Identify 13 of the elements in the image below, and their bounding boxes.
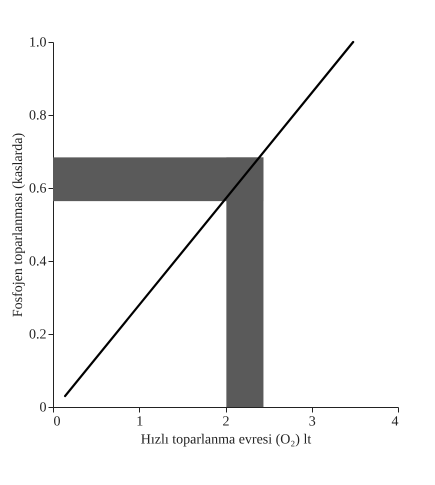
x-axis-title: Hızlı toparlanma evresi (O₂) lt: [140, 432, 312, 448]
x-tick-label: 4: [392, 414, 398, 430]
y-tick-label: 1.0: [29, 36, 46, 50]
y-tick-label: 0: [40, 400, 46, 416]
x-tick-label: 1: [136, 414, 144, 430]
x-tick-label: 0: [54, 414, 60, 430]
y-axis-title: Fosfojen toparlanması (kaslarda): [11, 132, 26, 318]
x-tick-label: 3: [308, 414, 316, 430]
y-tick-label: 0.2: [29, 328, 46, 342]
y-tick-label: 0.4: [29, 254, 46, 270]
y-tick-label: 0.8: [29, 108, 46, 124]
y-tick-label: 0.6: [29, 182, 46, 196]
x-tick-label: 2: [222, 414, 230, 430]
